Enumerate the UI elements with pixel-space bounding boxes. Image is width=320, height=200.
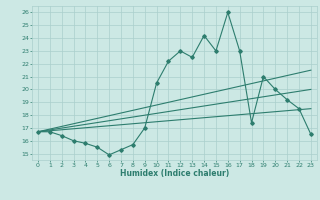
- X-axis label: Humidex (Indice chaleur): Humidex (Indice chaleur): [120, 169, 229, 178]
